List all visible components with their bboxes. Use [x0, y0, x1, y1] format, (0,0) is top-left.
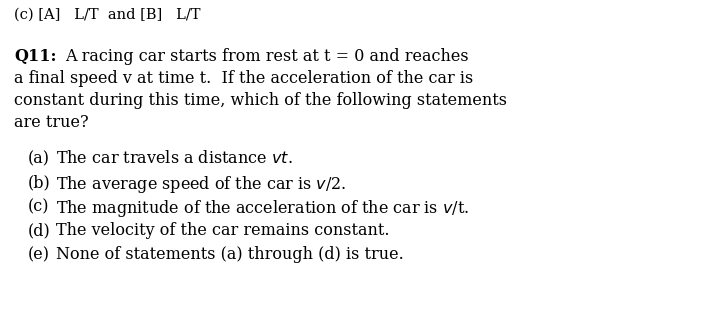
Text: (d): (d): [28, 222, 50, 239]
Text: Q11:: Q11:: [14, 48, 56, 65]
Text: are true?: are true?: [14, 114, 89, 131]
Text: The magnitude of the acceleration of the car is $\mathit{v}$/t.: The magnitude of the acceleration of the…: [56, 198, 469, 219]
Text: (e): (e): [28, 246, 50, 263]
Text: The car travels a distance $\mathit{vt}$.: The car travels a distance $\mathit{vt}$…: [56, 150, 292, 167]
Text: A racing car starts from rest at t = 0 and reaches: A racing car starts from rest at t = 0 a…: [65, 48, 469, 65]
Text: (a): (a): [28, 150, 50, 167]
Text: The average speed of the car is $\mathit{v}$/2.: The average speed of the car is $\mathit…: [56, 174, 346, 195]
Text: The velocity of the car remains constant.: The velocity of the car remains constant…: [56, 222, 390, 239]
Text: None of statements (a) through (d) is true.: None of statements (a) through (d) is tr…: [56, 246, 404, 263]
Text: (c) [A]   L/T  and [B]   L/T: (c) [A] L/T and [B] L/T: [14, 8, 200, 22]
Text: (c): (c): [28, 198, 50, 215]
Text: (b): (b): [28, 174, 50, 191]
Text: constant during this time, which of the following statements: constant during this time, which of the …: [14, 92, 507, 109]
Text: a final speed v at time t.  If the acceleration of the car is: a final speed v at time t. If the accele…: [14, 70, 473, 87]
